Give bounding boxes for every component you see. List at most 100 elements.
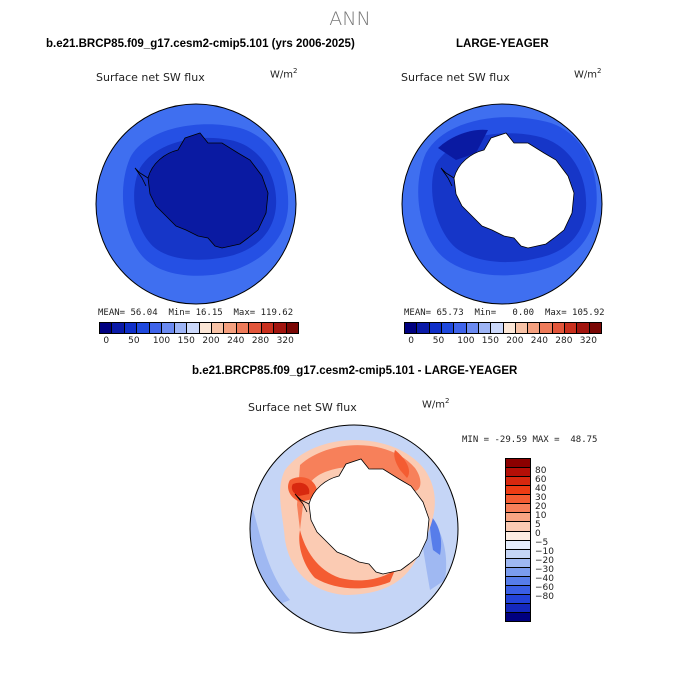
panel1-field-label: Surface net SW flux bbox=[96, 71, 205, 84]
colorbar-label: 80 bbox=[535, 465, 547, 476]
colorbar-tick-label: 320 bbox=[579, 336, 597, 346]
colorbar-swatch bbox=[503, 323, 516, 333]
colorbar-swatch bbox=[540, 323, 553, 333]
panel3-colorbar-labels: 80 60 40 30 20 10 5 0 −5 −10 −20 −30 −40 −60 −80 bbox=[535, 458, 575, 620]
panel3-pos-ring-mid bbox=[297, 445, 421, 530]
panel1-title: b.e21.BRCP85.f09_g17.cesm2-cmip5.101 (yr… bbox=[46, 38, 355, 50]
panel2-stats: MEAN= 65.73 Min= 0.00 Max= 105.92 bbox=[404, 308, 605, 318]
colorbar-label: −60 bbox=[535, 582, 554, 593]
panel2-ice-dark bbox=[438, 129, 488, 160]
colorbar-tick-label: 50 bbox=[128, 336, 140, 346]
colorbar-swatch bbox=[429, 323, 442, 333]
colorbar-swatch bbox=[506, 495, 530, 505]
colorbar-label: 40 bbox=[535, 483, 547, 494]
colorbar-label: −80 bbox=[535, 591, 554, 602]
colorbar-swatch bbox=[124, 323, 138, 333]
colorbar-swatch bbox=[224, 323, 237, 333]
panel2-title: LARGE-YEAGER bbox=[456, 38, 549, 50]
colorbar-swatch bbox=[174, 323, 188, 333]
panel3-pos-west-dark bbox=[291, 482, 310, 496]
panel1-colorbar-ticks: 0 50 100 150 200 240 280 320 bbox=[99, 336, 297, 348]
colorbar-swatch bbox=[478, 323, 492, 333]
colorbar-swatch bbox=[506, 540, 530, 550]
colorbar-tick-label: 0 bbox=[103, 336, 110, 346]
colorbar-tick-label: 100 bbox=[457, 336, 475, 346]
colorbar-swatch bbox=[565, 323, 578, 333]
colorbar-swatch bbox=[162, 323, 175, 333]
panel1-stats: MEAN= 56.04 Min= 16.15 Max= 119.62 bbox=[98, 308, 294, 318]
panel3-units: W/m2 bbox=[422, 397, 450, 411]
panel1-polar-map bbox=[95, 103, 297, 305]
colorbar-swatch bbox=[187, 323, 200, 333]
colorbar-tick-label: 200 bbox=[506, 336, 524, 346]
panel3-peninsula bbox=[294, 493, 310, 513]
colorbar-swatch bbox=[137, 323, 150, 333]
panel1-colorbar bbox=[99, 322, 299, 334]
panel3-continent bbox=[308, 458, 430, 575]
colorbar-swatch bbox=[506, 486, 530, 496]
colorbar-label: −10 bbox=[535, 546, 554, 557]
colorbar-swatch bbox=[274, 323, 287, 333]
panel3-title: b.e21.BRCP85.f09_g17.cesm2-cmip5.101 - L… bbox=[192, 365, 518, 377]
colorbar-swatch bbox=[506, 468, 530, 478]
panel2-colorbar bbox=[404, 322, 602, 334]
colorbar-swatch bbox=[506, 522, 530, 532]
colorbar-label: 60 bbox=[535, 474, 547, 485]
colorbar-swatch bbox=[506, 594, 530, 604]
colorbar-swatch bbox=[199, 323, 212, 333]
colorbar-tick-label: 0 bbox=[408, 336, 414, 346]
colorbar-swatch bbox=[100, 323, 113, 333]
colorbar-tick-label: 50 bbox=[432, 336, 445, 346]
colorbar-swatch bbox=[417, 323, 430, 333]
panel3-pos-ne bbox=[394, 450, 410, 478]
panel1-continent-fill bbox=[147, 132, 269, 249]
colorbar-swatch bbox=[506, 477, 530, 487]
colorbar-label: 20 bbox=[535, 501, 547, 512]
colorbar-swatch bbox=[506, 567, 530, 577]
colorbar-swatch bbox=[286, 323, 298, 333]
colorbar-swatch bbox=[506, 459, 530, 469]
colorbar-tick-label: 240 bbox=[530, 336, 548, 346]
panel3-field-label: Surface net SW flux bbox=[248, 401, 357, 414]
colorbar-swatch bbox=[506, 558, 530, 568]
colorbar-swatch bbox=[149, 323, 163, 333]
colorbar-tick-label: 200 bbox=[202, 336, 220, 346]
colorbar-label: 0 bbox=[535, 528, 541, 539]
colorbar-swatch bbox=[506, 549, 530, 559]
colorbar-swatch bbox=[491, 323, 504, 333]
colorbar-tick-label: 320 bbox=[276, 336, 294, 346]
colorbar-swatch bbox=[454, 323, 467, 333]
panel1-peninsula bbox=[134, 167, 149, 187]
colorbar-label: 5 bbox=[535, 519, 541, 530]
colorbar-label: 30 bbox=[535, 492, 547, 503]
colorbar-swatch bbox=[261, 323, 275, 333]
colorbar-swatch bbox=[515, 323, 529, 333]
colorbar-swatch bbox=[405, 323, 418, 333]
panel3-polar-map bbox=[249, 424, 459, 634]
colorbar-swatch bbox=[506, 513, 530, 523]
colorbar-swatch bbox=[589, 323, 601, 333]
panel3-colorbar bbox=[505, 458, 531, 622]
figure-title: ANN bbox=[329, 8, 371, 30]
colorbar-swatch bbox=[236, 323, 250, 333]
colorbar-tick-label: 100 bbox=[152, 336, 171, 346]
colorbar-label: −40 bbox=[535, 573, 554, 584]
colorbar-swatch bbox=[112, 323, 125, 333]
colorbar-tick-label: 280 bbox=[555, 336, 573, 346]
colorbar-swatch bbox=[506, 604, 530, 614]
colorbar-swatch bbox=[506, 576, 530, 586]
colorbar-swatch bbox=[506, 531, 530, 541]
colorbar-swatch bbox=[552, 323, 566, 333]
colorbar-swatch bbox=[528, 323, 541, 333]
colorbar-label: −20 bbox=[535, 555, 554, 566]
colorbar-swatch bbox=[506, 504, 530, 514]
panel3-minmax: MIN = -29.59 MAX = 48.75 bbox=[462, 435, 598, 445]
colorbar-label: −5 bbox=[535, 537, 549, 548]
panel2-colorbar-ticks: 0 50 100 150 200 240 280 320 bbox=[404, 336, 600, 348]
panel2-field-label: Surface net SW flux bbox=[401, 71, 510, 84]
colorbar-label: −30 bbox=[535, 564, 554, 575]
panel3-blue-east-dark bbox=[429, 515, 442, 555]
colorbar-swatch bbox=[506, 613, 530, 622]
colorbar-swatch bbox=[466, 323, 479, 333]
colorbar-swatch bbox=[506, 585, 530, 595]
